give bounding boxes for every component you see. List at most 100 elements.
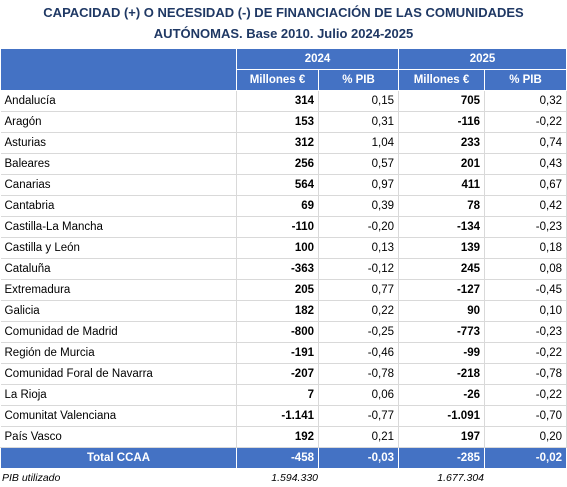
- pib-2024: -0,25: [318, 321, 399, 343]
- pib-2024: 0,31: [318, 111, 399, 133]
- pib-2024: 0,39: [318, 195, 399, 217]
- region-name: Región de Murcia: [0, 342, 237, 364]
- millones-2024: -207: [236, 363, 319, 385]
- region-name: Castilla-La Mancha: [0, 216, 237, 238]
- millones-2025: -773: [398, 321, 485, 343]
- millones-2025: -26: [398, 384, 485, 406]
- pib-2024: -0,46: [318, 342, 399, 364]
- millones-2024: 256: [236, 153, 319, 175]
- table-row: Castilla y León 100 0,13 139 0,18: [0, 237, 567, 259]
- table-title: CAPACIDAD (+) O NECESIDAD (-) DE FINANCI…: [0, 2, 567, 44]
- millones-2024: 100: [236, 237, 319, 259]
- table-row: Cataluña -363 -0,12 245 0,08: [0, 258, 567, 280]
- region-name: Canarias: [0, 174, 237, 196]
- total-label: Total CCAA: [0, 447, 237, 469]
- pib-2025: 0,10: [484, 300, 567, 322]
- region-name: Extremadura: [0, 279, 237, 301]
- millones-2024: -191: [236, 342, 319, 364]
- pib-2024: -0,20: [318, 216, 399, 238]
- millones-2025: -218: [398, 363, 485, 385]
- footer-pib-2025: 1.677.304: [437, 472, 484, 484]
- pib-2025: -0,23: [484, 321, 567, 343]
- table-row: Canarias 564 0,97 411 0,67: [0, 174, 567, 196]
- millones-2025: 245: [398, 258, 485, 280]
- millones-2024: -363: [236, 258, 319, 280]
- millones-2025: 411: [398, 174, 485, 196]
- header-millones-2024: Millones €: [236, 69, 319, 91]
- header-millones-2025: Millones €: [398, 69, 485, 91]
- pib-2024: 0,13: [318, 237, 399, 259]
- header-year-2025: 2025: [398, 48, 567, 70]
- region-name: Comunidad Foral de Navarra: [0, 363, 237, 385]
- pib-2025: 0,32: [484, 90, 567, 112]
- millones-2024: 7: [236, 384, 319, 406]
- pib-2025: -0,45: [484, 279, 567, 301]
- pib-2024: -0,78: [318, 363, 399, 385]
- pib-2025: 0,67: [484, 174, 567, 196]
- pib-2024: 0,97: [318, 174, 399, 196]
- millones-2025: -99: [398, 342, 485, 364]
- financing-table: 2024 2025 Millones € % PIB Millones € % …: [0, 48, 567, 469]
- millones-2024: -1.141: [236, 405, 319, 427]
- millones-2024: 205: [236, 279, 319, 301]
- total-millones-2024: -458: [236, 447, 319, 469]
- region-name: Comunidad de Madrid: [0, 321, 237, 343]
- millones-2024: 182: [236, 300, 319, 322]
- table-row: Aragón 153 0,31 -116 -0,22: [0, 111, 567, 133]
- total-pib-2024: -0,03: [318, 447, 399, 469]
- header-pib-2025: % PIB: [484, 69, 567, 91]
- region-name: Cataluña: [0, 258, 237, 280]
- region-name: Baleares: [0, 153, 237, 175]
- millones-2025: 201: [398, 153, 485, 175]
- millones-2025: 233: [398, 132, 485, 154]
- pib-2024: 0,21: [318, 426, 399, 448]
- pib-2025: -0,70: [484, 405, 567, 427]
- region-name: Cantabria: [0, 195, 237, 217]
- header-row-years: 2024 2025: [0, 48, 567, 91]
- millones-2025: -1.091: [398, 405, 485, 427]
- pib-2024: 0,22: [318, 300, 399, 322]
- pib-2025: 0,74: [484, 132, 567, 154]
- table-row: Comunitat Valenciana -1.141 -0,77 -1.091 -0,…: [0, 405, 567, 427]
- table-row: Extremadura 205 0,77 -127 -0,45: [0, 279, 567, 301]
- millones-2025: -116: [398, 111, 485, 133]
- table-row: La Rioja 7 0,06 -26 -0,22: [0, 384, 567, 406]
- pib-2025: 0,42: [484, 195, 567, 217]
- header-year-2024: 2024: [236, 48, 399, 70]
- total-millones-2025: -285: [398, 447, 485, 469]
- total-row: Total CCAA -458 -0,03 -285 -0,02: [0, 447, 567, 469]
- pib-2024: 0,15: [318, 90, 399, 112]
- pib-2024: 0,06: [318, 384, 399, 406]
- millones-2025: 197: [398, 426, 485, 448]
- pib-2025: -0,22: [484, 384, 567, 406]
- millones-2024: 564: [236, 174, 319, 196]
- millones-2025: 705: [398, 90, 485, 112]
- millones-2024: -800: [236, 321, 319, 343]
- table-row: Región de Murcia -191 -0,46 -99 -0,22: [0, 342, 567, 364]
- table-row: Cantabria 69 0,39 78 0,42: [0, 195, 567, 217]
- table-row: Galicia 182 0,22 90 0,10: [0, 300, 567, 322]
- millones-2024: 312: [236, 132, 319, 154]
- pib-2025: 0,20: [484, 426, 567, 448]
- pib-2024: 0,77: [318, 279, 399, 301]
- millones-2025: -127: [398, 279, 485, 301]
- header-pib-2024: % PIB: [318, 69, 399, 91]
- footer-label: PIB utilizado: [2, 472, 61, 484]
- table-row: Baleares 256 0,57 201 0,43: [0, 153, 567, 175]
- millones-2024: 314: [236, 90, 319, 112]
- table-row: Andalucía 314 0,15 705 0,32: [0, 90, 567, 112]
- region-name: Castilla y León: [0, 237, 237, 259]
- header-row-columns: Millones € % PIB Millones € % PIB: [1, 69, 567, 91]
- table-row: Comunidad Foral de Navarra -207 -0,78 -218-…: [0, 363, 567, 385]
- millones-2025: 90: [398, 300, 485, 322]
- title-line-1: CAPACIDAD (+) O NECESIDAD (-) DE FINANCI…: [43, 5, 524, 20]
- pib-2025: -0,78: [484, 363, 567, 385]
- total-pib-2025: -0,02: [484, 447, 567, 469]
- header-empty-cell: [0, 48, 237, 91]
- pib-2025: 0,43: [484, 153, 567, 175]
- region-name: Galicia: [0, 300, 237, 322]
- region-name: Asturias: [0, 132, 237, 154]
- region-name: Andalucía: [0, 90, 237, 112]
- table-row: Comunidad de Madrid -800 -0,25 -773 -0,23: [0, 321, 567, 343]
- millones-2025: 78: [398, 195, 485, 217]
